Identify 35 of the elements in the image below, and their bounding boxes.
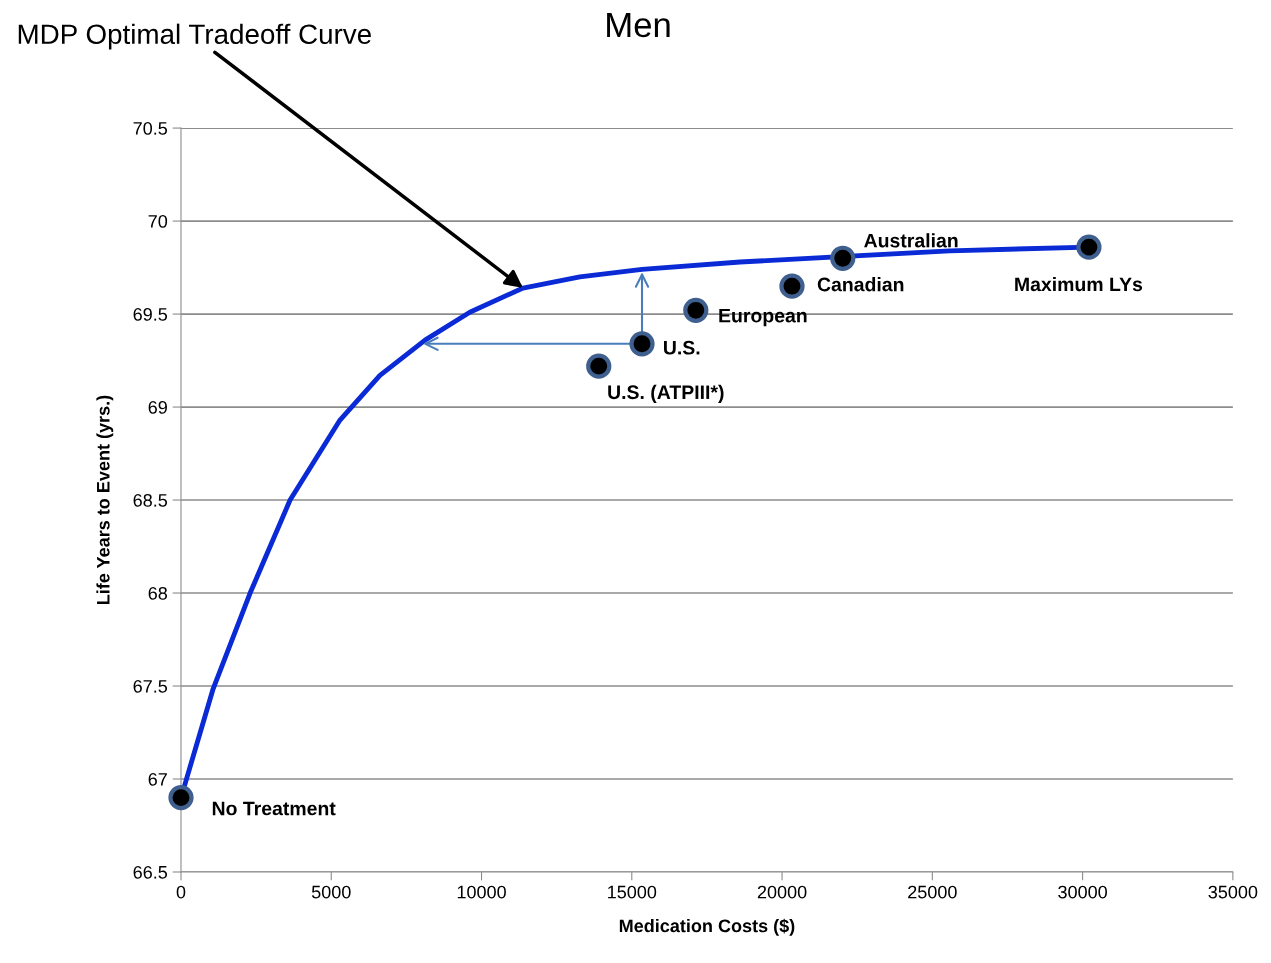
x-tick-label: 25000 [908,885,957,899]
annotation: U.S. (ATPIII*) [608,384,724,403]
point [168,784,194,811]
y-tick-label: 69 [148,400,167,414]
x-tick-label: 0 [176,885,186,899]
x-axis-title: Medication Costs ($) [619,918,795,936]
point [830,245,856,271]
annotation: U.S. [664,340,700,355]
y-tick-label: 70.5 [133,122,168,135]
annotation: Australian [864,233,958,248]
y-tick-label: 66.5 [133,865,168,879]
x-tick-label: 35000 [1208,885,1258,899]
x-tick-label: 30000 [1058,885,1107,899]
y-tick-label: 68.5 [133,493,168,507]
point [779,273,805,299]
point [683,297,709,323]
annotation: Canadian [817,277,904,292]
annotation: Maximum LYs [1015,276,1143,292]
point [1076,234,1102,260]
chart-title: Men [607,13,670,38]
y-tick-label: 67 [148,772,167,786]
y-tick-label: 67.5 [133,679,168,693]
point [629,331,655,357]
point [586,353,612,379]
x-tick-label: 20000 [757,885,807,899]
annotation: MDP Optimal Tradeoff Curve [18,23,371,50]
annotation: European [719,308,807,327]
x-tick-label: 15000 [608,885,657,899]
x-tick-label: 10000 [457,885,506,899]
annotation: No Treatment [212,801,336,816]
y-tick-label: 68 [148,586,168,600]
y-tick-label: 69.5 [133,307,168,321]
x-tick-label: 5000 [311,885,351,899]
y-tick-label: 70 [148,215,168,228]
y-axis-title: Life Years to Event (yrs.) [96,395,114,605]
